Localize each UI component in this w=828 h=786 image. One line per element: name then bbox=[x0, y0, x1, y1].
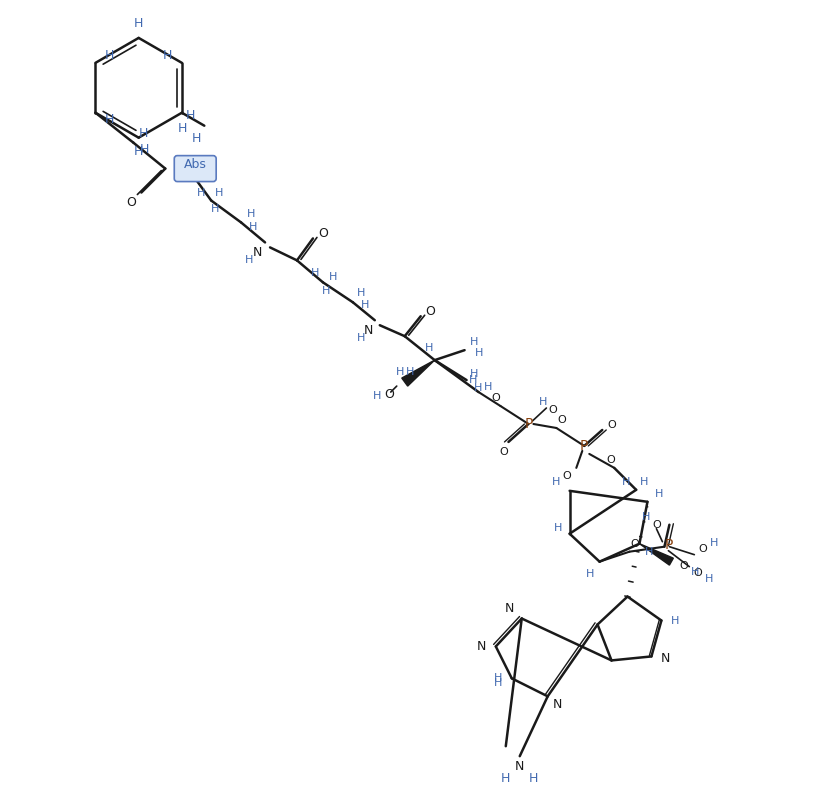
Text: O: O bbox=[127, 196, 136, 209]
Text: O: O bbox=[556, 415, 565, 425]
Text: Abs: Abs bbox=[184, 158, 206, 171]
Text: N: N bbox=[660, 652, 669, 665]
Text: O: O bbox=[629, 538, 638, 549]
Text: H: H bbox=[244, 255, 253, 266]
Text: H: H bbox=[191, 132, 200, 145]
Text: H: H bbox=[248, 222, 257, 233]
Text: H: H bbox=[621, 477, 629, 487]
Text: O: O bbox=[606, 455, 615, 465]
Text: H: H bbox=[424, 343, 432, 353]
Text: H: H bbox=[469, 337, 478, 347]
Text: H: H bbox=[372, 391, 381, 401]
Text: O: O bbox=[498, 447, 508, 457]
Text: H: H bbox=[139, 143, 149, 156]
Text: H: H bbox=[104, 113, 114, 127]
Text: H: H bbox=[134, 145, 143, 158]
Text: O: O bbox=[607, 420, 616, 430]
Text: N: N bbox=[504, 602, 514, 615]
Text: H: H bbox=[469, 369, 478, 379]
Text: H: H bbox=[163, 50, 172, 62]
Text: H: H bbox=[639, 477, 647, 487]
Text: H: H bbox=[538, 397, 547, 407]
Text: O: O bbox=[426, 305, 435, 318]
Polygon shape bbox=[638, 544, 672, 565]
Text: H: H bbox=[654, 489, 662, 499]
Text: H: H bbox=[474, 383, 482, 393]
Text: H: H bbox=[247, 210, 255, 219]
Text: H: H bbox=[329, 272, 337, 282]
Text: N: N bbox=[514, 759, 524, 773]
Text: O: O bbox=[652, 520, 660, 530]
Text: H: H bbox=[177, 122, 187, 135]
Text: O: O bbox=[692, 567, 700, 578]
Text: H: H bbox=[671, 615, 679, 626]
Text: H: H bbox=[528, 772, 537, 784]
Text: H: H bbox=[493, 678, 502, 689]
Text: H: H bbox=[214, 188, 223, 197]
Text: H: H bbox=[134, 17, 143, 31]
Text: H: H bbox=[104, 50, 114, 62]
Text: H: H bbox=[551, 477, 560, 487]
Text: N: N bbox=[477, 640, 486, 653]
Text: H: H bbox=[500, 772, 510, 784]
Text: N: N bbox=[552, 698, 561, 711]
Text: H: H bbox=[484, 382, 492, 392]
Text: H: H bbox=[469, 375, 477, 385]
Text: H: H bbox=[644, 547, 652, 556]
Text: H: H bbox=[138, 127, 148, 140]
Text: O: O bbox=[383, 387, 393, 401]
Text: H: H bbox=[642, 512, 650, 522]
Text: H: H bbox=[395, 367, 403, 377]
Text: P: P bbox=[523, 417, 532, 431]
Text: O: O bbox=[490, 393, 499, 403]
Text: H: H bbox=[493, 674, 502, 683]
Text: O: O bbox=[678, 560, 687, 571]
Text: H: H bbox=[691, 567, 699, 577]
Text: H: H bbox=[197, 188, 205, 197]
Text: H: H bbox=[705, 574, 713, 584]
Text: H: H bbox=[585, 568, 593, 578]
Text: H: H bbox=[356, 288, 364, 299]
Text: O: O bbox=[561, 471, 570, 481]
Text: O: O bbox=[547, 405, 556, 415]
Text: H: H bbox=[405, 367, 413, 377]
Text: H: H bbox=[185, 109, 195, 122]
Text: H: H bbox=[321, 286, 330, 296]
Text: O: O bbox=[697, 544, 705, 553]
Text: H: H bbox=[310, 268, 319, 278]
Text: P: P bbox=[663, 538, 672, 552]
Text: O: O bbox=[318, 227, 327, 240]
Text: H: H bbox=[360, 300, 368, 310]
Polygon shape bbox=[402, 360, 434, 386]
Text: N: N bbox=[252, 246, 262, 259]
Text: H: H bbox=[710, 538, 718, 548]
Text: P: P bbox=[580, 439, 588, 453]
Text: H: H bbox=[474, 348, 484, 358]
Text: N: N bbox=[363, 324, 373, 336]
FancyBboxPatch shape bbox=[174, 156, 216, 182]
Text: H: H bbox=[211, 204, 219, 214]
Text: H: H bbox=[356, 333, 364, 343]
Text: H: H bbox=[553, 523, 561, 533]
